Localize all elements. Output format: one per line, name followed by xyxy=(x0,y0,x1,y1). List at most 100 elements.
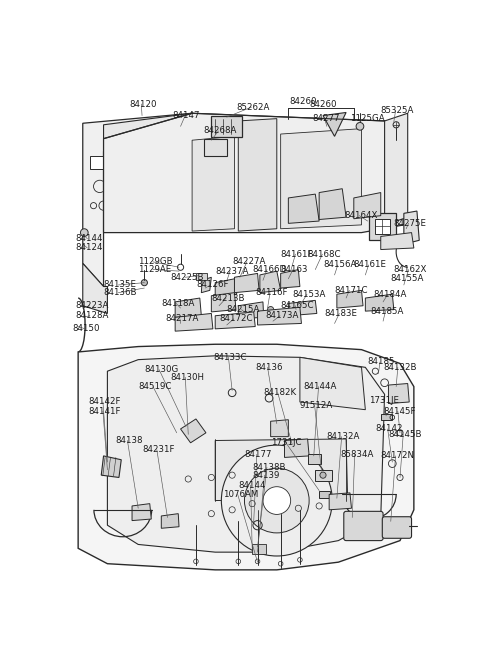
Circle shape xyxy=(320,472,326,478)
Polygon shape xyxy=(78,345,414,570)
Polygon shape xyxy=(101,456,121,477)
Text: 84172C: 84172C xyxy=(219,314,252,324)
Text: 84168C: 84168C xyxy=(308,250,341,259)
Text: 84144: 84144 xyxy=(238,481,266,490)
Circle shape xyxy=(356,122,364,130)
Text: 84153A: 84153A xyxy=(292,290,325,299)
Bar xyxy=(381,413,392,421)
Text: 84165C: 84165C xyxy=(281,301,314,310)
Text: 84139: 84139 xyxy=(252,471,279,479)
Text: 84182K: 84182K xyxy=(263,388,296,398)
Text: 84124: 84124 xyxy=(75,244,103,252)
Text: 84120: 84120 xyxy=(129,100,156,109)
Polygon shape xyxy=(319,189,346,219)
Polygon shape xyxy=(215,279,237,296)
Circle shape xyxy=(221,445,332,556)
Text: 84133C: 84133C xyxy=(214,353,247,362)
Text: 84215A: 84215A xyxy=(227,305,260,314)
Text: 84177: 84177 xyxy=(244,450,272,459)
Bar xyxy=(374,219,390,234)
Text: 84231F: 84231F xyxy=(142,445,175,454)
Bar xyxy=(308,455,322,464)
Text: 84268A: 84268A xyxy=(204,126,237,136)
Text: 84138: 84138 xyxy=(115,436,143,445)
Text: 84135E: 84135E xyxy=(104,280,136,290)
Text: 1731JE: 1731JE xyxy=(369,396,399,405)
Text: 84184A: 84184A xyxy=(373,290,407,299)
Circle shape xyxy=(263,487,291,514)
Text: 84183E: 84183E xyxy=(324,309,358,318)
Bar xyxy=(252,544,266,553)
Polygon shape xyxy=(83,263,108,314)
Text: 84260: 84260 xyxy=(309,100,336,109)
Polygon shape xyxy=(381,233,414,250)
Text: 84118A: 84118A xyxy=(161,299,195,308)
Text: 84132A: 84132A xyxy=(327,432,360,441)
Text: 1076AM: 1076AM xyxy=(223,490,258,499)
Text: 84171C: 84171C xyxy=(335,286,368,295)
Text: 84156A: 84156A xyxy=(323,261,356,269)
FancyBboxPatch shape xyxy=(382,517,411,538)
Polygon shape xyxy=(132,504,151,521)
Text: 84519C: 84519C xyxy=(138,382,171,391)
Text: 84128A: 84128A xyxy=(75,311,108,320)
Polygon shape xyxy=(83,113,192,286)
Text: 84227A: 84227A xyxy=(232,257,265,267)
Polygon shape xyxy=(337,290,363,308)
Circle shape xyxy=(244,468,309,533)
Text: 84237A: 84237A xyxy=(215,267,249,276)
Text: 84225B: 84225B xyxy=(170,272,204,282)
Text: 84275E: 84275E xyxy=(394,219,427,228)
Text: 85262A: 85262A xyxy=(237,103,270,111)
Text: 84164X: 84164X xyxy=(345,211,378,220)
Polygon shape xyxy=(260,271,281,293)
Text: 84144: 84144 xyxy=(75,234,103,243)
Text: 84277: 84277 xyxy=(312,114,340,123)
Text: 84185: 84185 xyxy=(368,358,395,366)
Bar xyxy=(90,156,108,170)
Text: 1129GB: 1129GB xyxy=(138,257,173,267)
Polygon shape xyxy=(329,493,351,510)
Text: 84130G: 84130G xyxy=(144,365,179,374)
Text: 84144A: 84144A xyxy=(304,382,337,391)
Polygon shape xyxy=(175,314,213,331)
Polygon shape xyxy=(354,193,381,219)
Polygon shape xyxy=(384,113,408,225)
Polygon shape xyxy=(234,273,259,293)
Bar xyxy=(315,470,332,481)
Text: 84173A: 84173A xyxy=(265,311,299,320)
Text: 84145B: 84145B xyxy=(388,430,422,439)
Polygon shape xyxy=(108,356,384,552)
Text: 84116F: 84116F xyxy=(255,288,288,297)
Polygon shape xyxy=(288,301,317,316)
Polygon shape xyxy=(215,312,255,329)
Text: 91512A: 91512A xyxy=(300,402,333,410)
Text: 84213B: 84213B xyxy=(211,293,245,303)
Polygon shape xyxy=(180,419,206,443)
Polygon shape xyxy=(104,113,223,139)
Text: 84163: 84163 xyxy=(281,265,308,274)
FancyBboxPatch shape xyxy=(344,512,383,540)
Bar xyxy=(196,272,207,280)
Polygon shape xyxy=(281,270,300,288)
Text: 1731JC: 1731JC xyxy=(271,438,301,447)
Circle shape xyxy=(267,307,274,312)
Polygon shape xyxy=(404,211,419,244)
Text: 84136B: 84136B xyxy=(104,288,137,297)
Text: 84142: 84142 xyxy=(375,424,403,434)
Text: 84141F: 84141F xyxy=(88,407,120,416)
Text: 84185A: 84185A xyxy=(371,307,404,316)
Text: 84126F: 84126F xyxy=(196,280,228,290)
Text: 1125GA: 1125GA xyxy=(350,114,384,123)
Text: 84136: 84136 xyxy=(255,363,283,372)
Polygon shape xyxy=(300,358,365,409)
Circle shape xyxy=(81,229,88,236)
Polygon shape xyxy=(104,113,404,233)
Polygon shape xyxy=(161,514,179,529)
Text: 84162X: 84162X xyxy=(394,265,427,274)
Polygon shape xyxy=(238,119,277,231)
Polygon shape xyxy=(238,302,264,319)
Text: 85325A: 85325A xyxy=(381,107,414,115)
Bar xyxy=(211,115,242,137)
Text: 1129AE: 1129AE xyxy=(138,265,171,274)
